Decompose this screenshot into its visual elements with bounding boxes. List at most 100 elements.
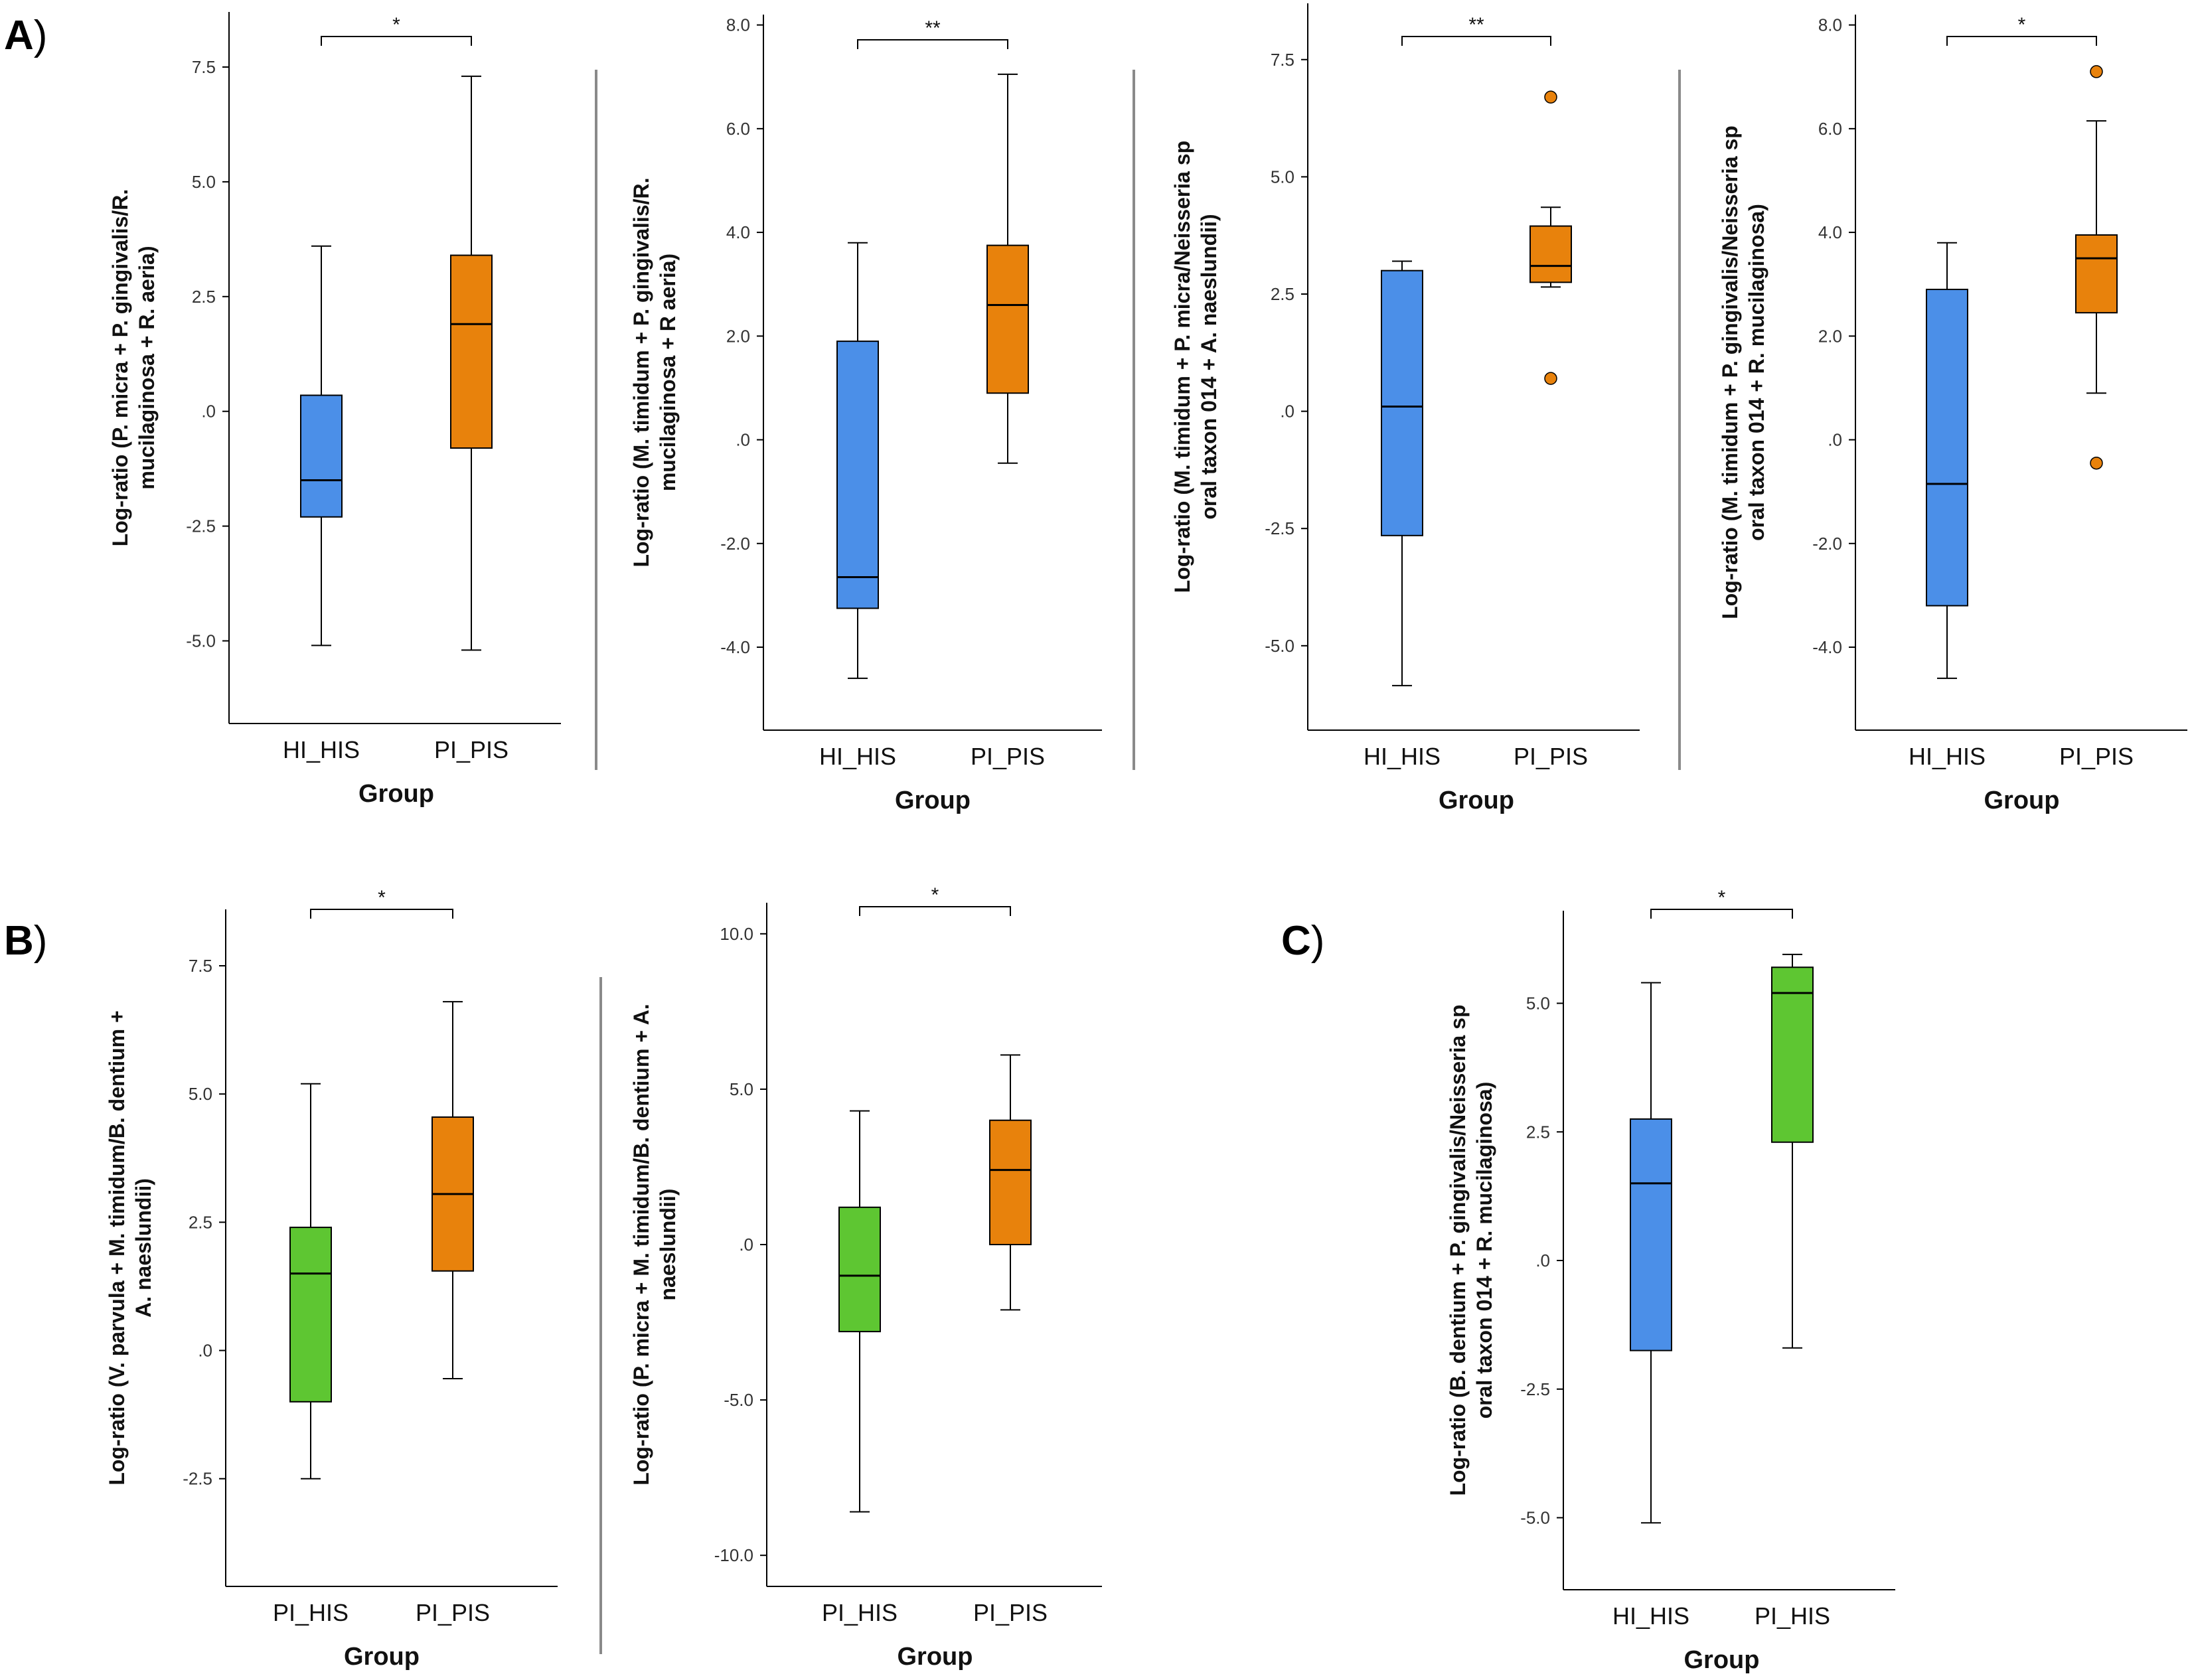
box-hi-his: [1630, 1118, 1672, 1351]
x-tick-label: PI_PIS: [971, 743, 1045, 770]
panel-label-c-letter: C: [1281, 918, 1311, 964]
significance-marker: *: [931, 884, 939, 906]
significance-marker: *: [1718, 887, 1726, 909]
x-tick-label: HI_HIS: [819, 743, 896, 770]
y-tick-label: 8.0: [1818, 15, 1842, 35]
y-tick-label: 5.0: [192, 172, 216, 192]
y-tick-label: 8.0: [726, 15, 750, 35]
x-tick-label: PI_PIS: [2059, 743, 2134, 770]
y-tick-label: -2.0: [1812, 534, 1842, 554]
x-tick-label: PI_HIS: [822, 1599, 898, 1626]
panel-label-c: C): [1281, 917, 1324, 964]
x-axis-label: Group: [358, 780, 434, 808]
y-tick-label: 5.0: [189, 1084, 212, 1104]
y-tick-label: .0: [1828, 430, 1842, 450]
y-tick-label: 7.5: [1271, 50, 1294, 70]
y-axis-label: Log-ratio (M. timidum + P. gingivalis/Ne…: [1718, 125, 1768, 619]
significance-bracket: [1650, 909, 1793, 919]
box-hi-his: [1381, 269, 1423, 536]
x-tick-label: HI_HIS: [1909, 743, 1986, 770]
y-tick-label: 10.0: [720, 924, 753, 944]
y-tick-label: 2.5: [1526, 1122, 1550, 1142]
significance-marker: *: [378, 887, 386, 909]
y-tick-label: -5.0: [1265, 636, 1294, 656]
y-tick-label: .0: [201, 402, 216, 421]
significance-bracket: [310, 909, 453, 919]
y-tick-label: .0: [1535, 1251, 1550, 1270]
y-axis-label-line: Log-ratio (M. timidum + P. gingivalis/Ne…: [1718, 125, 1742, 619]
y-tick-label: -5.0: [724, 1390, 753, 1410]
x-tick-label: HI_HIS: [283, 736, 360, 763]
y-tick-label: -4.0: [1812, 637, 1842, 657]
box-pi-his: [838, 1206, 881, 1333]
box-pi-pis: [989, 1119, 1032, 1246]
y-tick-label: -4.0: [720, 637, 750, 657]
y-axis-label: Log-ratio (B. dentium + P. gingivalis/Ne…: [1446, 1004, 1496, 1495]
box-pi-pis: [2075, 234, 2118, 314]
significance-marker: **: [1468, 14, 1484, 36]
panel-label-a-letter: A: [4, 13, 34, 58]
x-axis-label: Group: [344, 1643, 420, 1671]
y-tick-label: -2.5: [1520, 1379, 1550, 1399]
x-axis-label: Group: [1439, 787, 1514, 814]
y-axis-label: Log-ratio (V. parvula + M. timidum/B. de…: [105, 1010, 155, 1485]
panel-label-b-letter: B: [4, 918, 34, 964]
outlier-point: [2090, 65, 2103, 78]
y-tick-label: 6.0: [1818, 119, 1842, 139]
y-tick-label: 2.5: [1271, 284, 1294, 304]
y-axis-label-line: mucilaginosa + R. aeria): [135, 246, 159, 489]
box-hi-his: [300, 394, 343, 518]
panel-label-b: B): [4, 917, 47, 964]
y-tick-label: -2.5: [186, 516, 216, 536]
y-tick-label: 2.5: [189, 1212, 212, 1232]
y-tick-label: .0: [739, 1235, 753, 1255]
y-axis-label-line: Log-ratio (M. timidum + P. gingivalis/R.: [629, 177, 653, 567]
significance-bracket: [859, 906, 1011, 916]
x-tick-label: PI_PIS: [434, 736, 509, 763]
y-tick-label: 5.0: [1526, 994, 1550, 1014]
x-tick-label: PI_PIS: [416, 1599, 490, 1626]
y-tick-label: -2.5: [183, 1469, 212, 1489]
y-axis-label-line: Log-ratio (P. micra + M. timidum/B. dent…: [629, 1004, 653, 1485]
y-tick-label: 7.5: [189, 956, 212, 976]
significance-bracket: [857, 39, 1008, 49]
y-axis-label-line: oral taxon 014 + A. naeslundii): [1197, 214, 1221, 519]
y-axis-label-line: Log-ratio (V. parvula + M. timidum/B. de…: [105, 1010, 129, 1485]
y-axis-label: Log-ratio (M. timidum + P. micra/Neisser…: [1170, 141, 1221, 593]
panel-label-c-paren: ): [1310, 918, 1325, 964]
panel-label-a-paren: ): [33, 13, 48, 58]
y-axis-label-line: Log-ratio (P. micra + P. gingivalis/R.: [108, 189, 132, 547]
y-tick-label: -5.0: [1520, 1508, 1550, 1528]
y-tick-label: -10.0: [714, 1545, 753, 1565]
y-axis-label-line: oral taxon 014 + R. mucilaginosa): [1472, 1082, 1496, 1419]
y-tick-label: 6.0: [726, 119, 750, 139]
y-axis-label: Log-ratio (P. micra + P. gingivalis/R. mu…: [108, 189, 159, 547]
outlier-point: [2090, 456, 2103, 470]
y-tick-label: 2.5: [192, 287, 216, 307]
y-tick-label: 4.0: [1818, 222, 1842, 242]
separator-line: [1678, 70, 1681, 770]
panel-label-a: A): [4, 12, 47, 59]
x-axis-label: Group: [895, 787, 971, 814]
significance-marker: **: [925, 17, 941, 39]
box-hi-his: [1926, 289, 1968, 607]
x-tick-label: PI_PIS: [1514, 743, 1588, 770]
outlier-point: [1544, 90, 1557, 104]
y-axis-label-line: oral taxon 014 + R. mucilaginosa): [1745, 204, 1768, 541]
x-tick-label: PI_HIS: [1755, 1602, 1830, 1630]
box-pi-pis: [450, 254, 493, 449]
y-tick-label: .0: [736, 430, 750, 450]
outlier-point: [1544, 372, 1557, 385]
y-tick-label: 5.0: [730, 1079, 753, 1099]
y-tick-label: 4.0: [726, 222, 750, 242]
x-tick-label: PI_PIS: [973, 1599, 1048, 1626]
significance-bracket: [321, 36, 472, 46]
box-pi-pis: [986, 244, 1029, 394]
box-pi-his: [1771, 966, 1814, 1143]
y-tick-label: 7.5: [192, 57, 216, 77]
box-pi-pis: [1529, 225, 1572, 283]
x-axis-label: Group: [898, 1643, 973, 1671]
y-tick-label: 5.0: [1271, 167, 1294, 187]
y-axis-label-line: Log-ratio (B. dentium + P. gingivalis/Ne…: [1446, 1004, 1470, 1495]
y-tick-label: -2.0: [720, 534, 750, 554]
